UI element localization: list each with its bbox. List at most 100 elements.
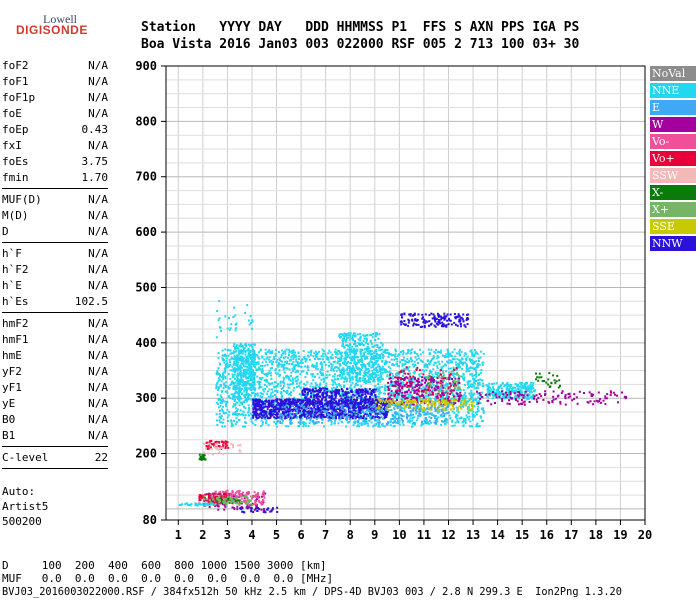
echo-point [357,392,360,395]
echo-point [384,371,387,374]
echo-point [273,409,276,412]
echo-point [322,387,325,390]
echo-point [253,354,256,357]
echo-point [370,355,373,358]
echo-point [245,368,248,371]
echo-point [334,348,337,351]
echo-point [533,390,536,393]
echo-point [375,398,377,401]
echo-point [287,356,290,359]
echo-point [424,386,427,389]
echo-point [373,385,376,388]
echo-point [443,355,446,357]
echo-point [301,390,304,393]
echo-point [429,371,432,374]
echo-point [526,388,529,391]
echo-point [289,398,292,401]
echo-point [315,411,318,414]
echo-point [265,397,268,400]
echo-point [381,365,384,368]
echo-point [514,383,517,386]
echo-point [321,358,324,361]
echo-point [292,360,295,363]
echo-point [461,358,464,361]
echo-point [349,401,352,404]
echo-point [357,406,360,409]
echo-point [244,416,246,419]
echo-point [314,411,316,414]
echo-point [249,350,252,353]
echo-point [434,320,437,323]
echo-point [511,390,514,393]
echo-point [473,355,476,358]
echo-point [468,359,471,361]
echo-point [244,374,247,377]
echo-point [337,400,340,403]
echo-point [311,400,314,403]
echo-point [421,325,424,328]
echo-point [346,402,349,405]
echo-point [232,350,235,353]
echo-point [448,371,450,374]
echo-point [282,412,285,415]
echo-point [396,373,399,376]
echo-point [414,423,416,426]
echo-point [374,390,377,393]
echo-point [323,361,326,363]
echo-point [409,417,412,420]
echo-point [378,369,381,372]
echo-point [332,375,335,378]
echo-point [359,337,362,340]
echo-point [508,395,511,398]
echo-point [241,392,244,395]
echo-point [474,369,477,372]
echo-point [295,404,298,407]
echo-point [397,418,400,421]
echo-point [460,416,463,419]
echo-point [368,378,371,381]
echo-point [251,422,254,425]
echo-point [307,402,309,405]
echo-point [283,350,286,353]
echo-point [321,372,324,375]
echo-point [354,402,357,405]
echo-point [469,394,472,397]
echo-point [232,424,235,427]
echo-point [345,401,348,404]
echo-point [266,385,268,388]
echo-point [290,356,293,359]
echo-point [417,357,420,360]
echo-point [338,399,341,402]
echo-point [516,396,519,399]
echo-point [220,400,223,403]
echo-point [488,382,491,385]
echo-point [468,370,471,372]
echo-point [288,410,290,413]
echo-point [296,361,299,364]
echo-point [307,368,310,371]
echo-point [261,413,264,415]
echo-point [380,375,383,378]
echo-point [215,413,218,416]
echo-point [295,376,298,379]
echo-point [352,403,355,406]
echo-point [245,400,248,403]
echo-point [218,375,221,378]
echo-point [370,403,373,406]
echo-point [518,397,520,400]
echo-point [332,392,335,395]
echo-point [433,315,436,318]
echo-point [402,397,405,400]
echo-point [369,395,371,398]
echo-point [304,422,307,425]
echo-point [471,396,474,399]
echo-point [402,423,405,426]
echo-point [332,386,335,389]
echo-point [455,389,458,392]
echo-point [304,384,307,387]
echo-point [367,377,370,380]
echo-point [521,382,523,385]
echo-point [229,369,232,372]
echo-point [476,422,479,425]
x-tick-label: 16 [540,528,554,542]
